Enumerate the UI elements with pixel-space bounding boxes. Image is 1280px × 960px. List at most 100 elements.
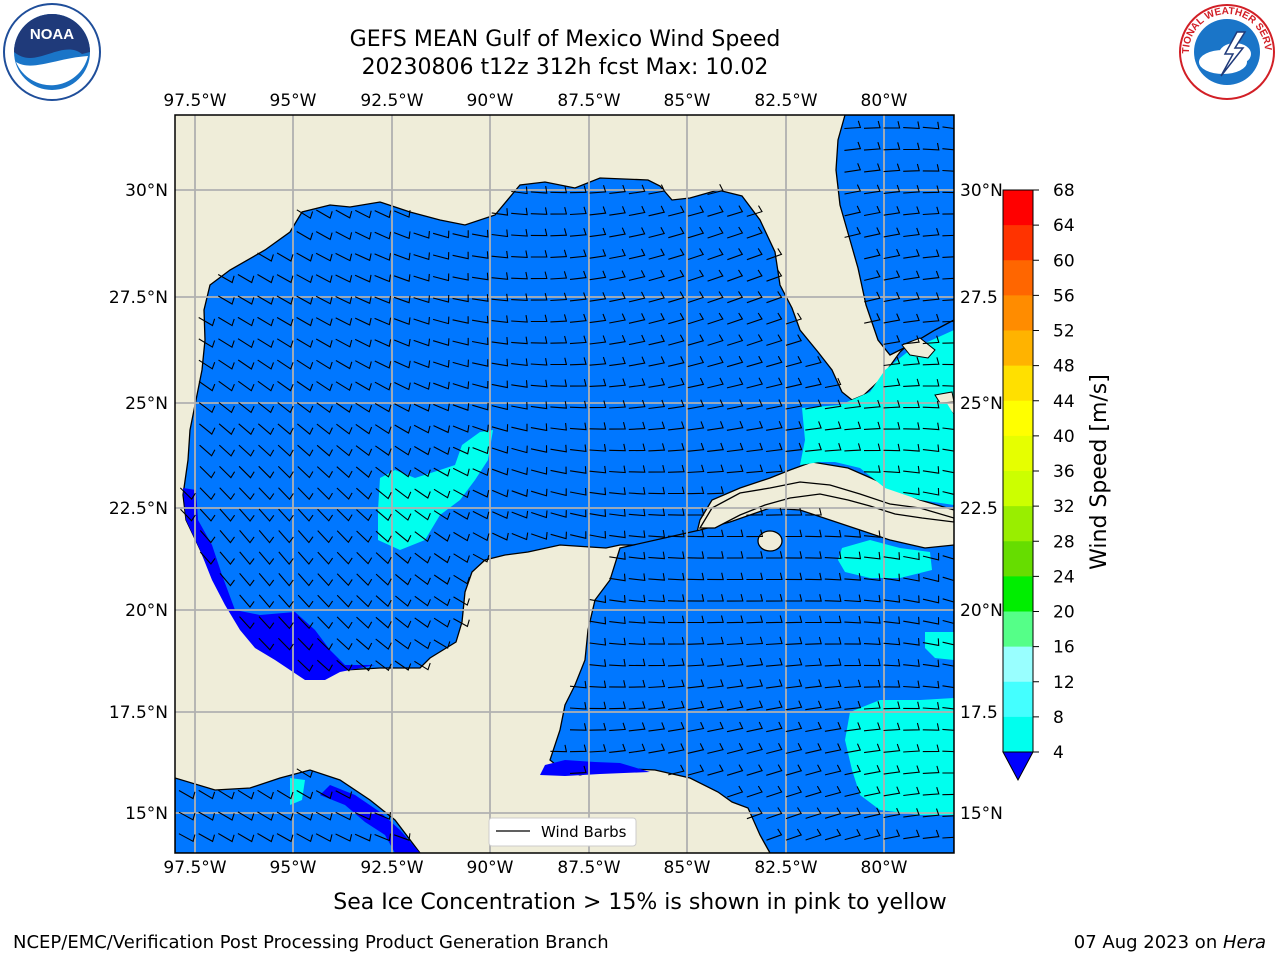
wind-barb [864, 743, 881, 754]
wind-barb [336, 466, 353, 479]
wind-barb [375, 660, 392, 672]
wind-barb [472, 359, 489, 367]
wind-barb [883, 722, 901, 732]
wind-barb [432, 338, 450, 347]
wind-barb [863, 120, 881, 129]
wind-barb [863, 530, 881, 538]
wind-barb [276, 811, 294, 821]
wind-barb [218, 295, 235, 305]
wind-barb [844, 594, 862, 603]
wind-barb [805, 636, 822, 645]
wind-barb [844, 679, 862, 689]
lon-label: 85°W [664, 858, 711, 878]
wind-barb [707, 594, 724, 602]
wind-barb [609, 356, 626, 367]
wind-barb [433, 488, 451, 499]
wind-barb [746, 807, 763, 820]
wind-barb [297, 659, 314, 672]
wind-barb [511, 401, 528, 410]
wind-barb [942, 598, 954, 603]
wind-barb [805, 700, 822, 711]
wind-barb [667, 551, 685, 559]
wind-barb [628, 594, 646, 603]
map-area [175, 115, 954, 853]
wind-barb [903, 292, 920, 302]
wind-barb [219, 487, 236, 501]
wind-barb [785, 334, 803, 346]
lat-label: 27.5 [960, 288, 998, 308]
wind-barb [766, 312, 783, 325]
wind-barb [609, 658, 626, 667]
wind-barb [844, 807, 861, 819]
wind-barb [903, 378, 920, 387]
wind-barb [472, 380, 489, 389]
wind-barb [550, 185, 568, 194]
wind-barb [413, 424, 431, 434]
wind-barb [628, 701, 646, 710]
wind-barb [942, 491, 954, 495]
lon-label: 85°W [664, 91, 711, 111]
wind-barb [452, 251, 469, 260]
wind-barb [844, 764, 861, 776]
wind-barb [336, 509, 353, 522]
wind-barb [726, 743, 744, 755]
wind-barb [883, 248, 901, 260]
lat-label: 22.5°N [109, 499, 168, 519]
wind-barb [785, 572, 803, 581]
wind-barb [903, 227, 920, 238]
wind-barb [491, 337, 509, 345]
wind-barb [805, 807, 822, 819]
wind-barb [276, 252, 294, 262]
wind-barb [218, 423, 235, 436]
wind-barb [414, 574, 431, 586]
wind-barb [726, 377, 744, 389]
lat-label: 17.5°N [109, 703, 168, 723]
wind-barb [569, 702, 587, 710]
wind-barb [628, 443, 646, 452]
wind-barb [258, 573, 275, 587]
wind-barb [609, 595, 626, 603]
wind-barb [336, 530, 353, 544]
wind-barb [746, 269, 763, 282]
wind-barb [296, 402, 314, 414]
wind-barb [942, 772, 954, 774]
wind-barb [609, 291, 626, 303]
wind-barb [824, 828, 842, 841]
wind-barb [942, 728, 954, 731]
wind-barb [258, 551, 275, 565]
wind-barb [356, 595, 373, 608]
wind-barb [805, 828, 822, 841]
wind-barb [609, 637, 626, 646]
wind-barb [433, 446, 451, 456]
wind-barb [315, 790, 333, 800]
wind-barb [883, 142, 901, 151]
wind-barb [824, 807, 842, 819]
wind-barb [766, 377, 783, 389]
wind-barb [316, 466, 333, 479]
wind-barb [687, 399, 705, 410]
wind-barb [668, 764, 685, 776]
wind-barb [609, 443, 626, 452]
wind-barb [687, 764, 705, 776]
wind-barb [844, 227, 862, 238]
wind-barb [589, 680, 607, 688]
colorbar-segment [1003, 716, 1033, 753]
wind-barb [727, 291, 744, 304]
wind-barb [864, 786, 881, 797]
nws-logo: NATIONAL WEATHER SERVICE [1177, 2, 1275, 100]
wind-barb [296, 295, 314, 305]
wind-barb [648, 743, 666, 754]
wind-barb [511, 315, 528, 323]
wind-barb [903, 765, 920, 775]
wind-barb [903, 400, 920, 409]
wind-barb [883, 184, 901, 194]
wind-barb [317, 616, 334, 630]
wind-barb [883, 701, 901, 710]
wind-barb [766, 291, 783, 304]
wind-barb [628, 743, 646, 754]
wind-barb [609, 487, 626, 495]
wind-barb [550, 357, 568, 366]
colorbar-tick-label: 20 [1053, 603, 1075, 623]
wind-barb [374, 833, 392, 842]
